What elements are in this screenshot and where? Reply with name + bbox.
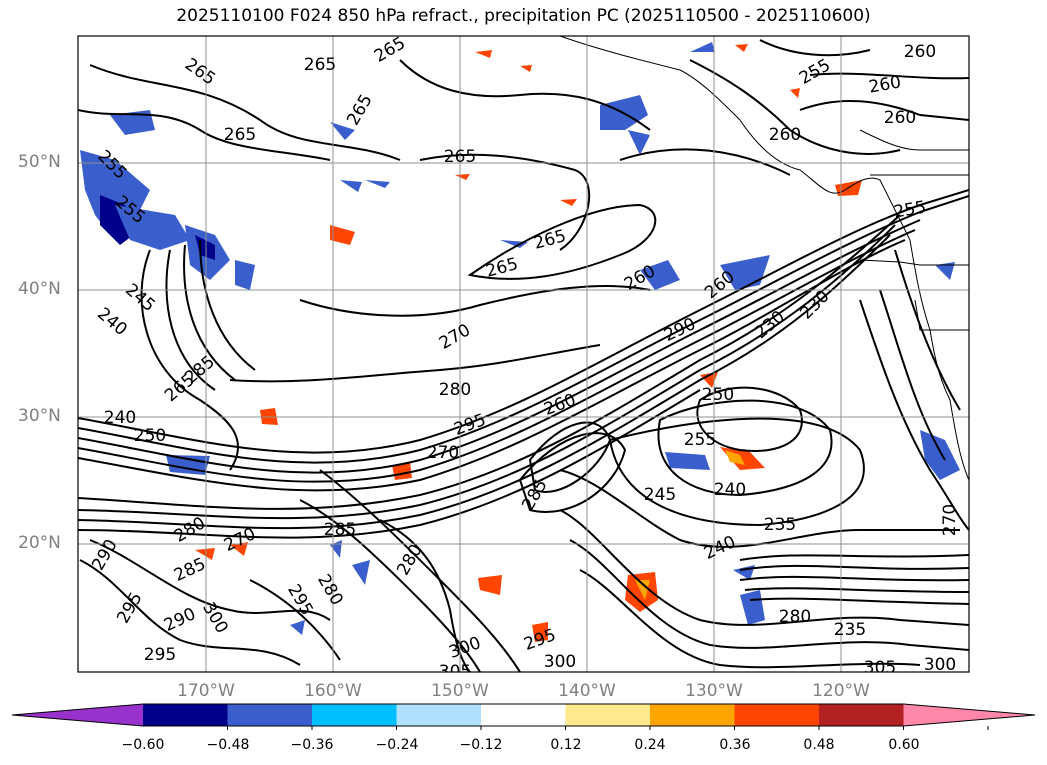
contour-label: 255	[684, 430, 716, 450]
lat-label-50n: 50°N	[18, 152, 61, 172]
colorbar-segment	[396, 704, 482, 726]
contour-label: 265	[444, 147, 476, 167]
colorbar-segment	[650, 704, 735, 726]
contour-label: 240	[104, 408, 136, 428]
colorbar-outline	[11, 703, 1036, 727]
contour-label: 250	[702, 385, 734, 405]
contour-label: 250	[134, 426, 166, 446]
lon-label-150w: 150°W	[431, 681, 489, 701]
colorbar-tick: −0.48	[206, 737, 250, 753]
contour-label: 280	[779, 607, 811, 627]
contour-label: 260	[769, 125, 801, 145]
lat-label-20n: 20°N	[18, 533, 61, 553]
colorbar-tick: 0.24	[634, 737, 666, 753]
contour-label: 305	[439, 662, 471, 682]
colorbar-tick: −0.36	[290, 737, 334, 753]
contour-label: 300	[924, 655, 956, 675]
lat-label-40n: 40°N	[18, 279, 61, 299]
refractivity-contours	[78, 39, 969, 672]
colorbar-tick: −0.24	[375, 737, 419, 753]
lon-label-140w: 140°W	[558, 681, 616, 701]
graticule	[78, 36, 969, 672]
colorbar-tick: 0.36	[719, 737, 751, 753]
contour-label: 240	[714, 480, 746, 500]
contour-label: 300	[544, 652, 576, 672]
contour-label: 295	[144, 645, 176, 665]
colorbar-extend-high	[903, 704, 1035, 726]
colorbar	[11, 703, 1036, 730]
contour-label: 265	[224, 125, 256, 145]
lon-label-170w: 170°W	[177, 681, 235, 701]
contour-label: 235	[764, 515, 796, 535]
colorbar-segment	[481, 704, 566, 726]
lat-label-30n: 30°N	[18, 406, 61, 426]
map-frame	[77, 35, 970, 673]
contour-label: 270	[940, 504, 960, 536]
contour-label: 265	[304, 55, 336, 75]
colorbar-segment	[734, 704, 820, 726]
colorbar-extend-low	[12, 704, 143, 726]
chart-title: 2025110100 F024 850 hPa refract., precip…	[176, 6, 871, 26]
colorbar-tick: 0.12	[550, 737, 582, 753]
colorbar-segment	[312, 704, 397, 726]
contour-label: 285	[324, 520, 356, 540]
lon-label-160w: 160°W	[304, 681, 362, 701]
colorbar-tick: −0.12	[459, 737, 503, 753]
colorbar-segment	[143, 704, 228, 726]
lon-label-120w: 120°W	[812, 681, 870, 701]
colorbar-tick: 0.48	[803, 737, 835, 753]
contour-label: 305	[864, 658, 896, 678]
contour-label: 235	[834, 620, 866, 640]
contour-label: 260	[884, 108, 916, 128]
colorbar-tick: −0.60	[121, 737, 165, 753]
contour-label: 280	[439, 380, 471, 400]
coastlines	[559, 36, 969, 481]
colorbar-segment	[227, 704, 313, 726]
lon-label-130w: 130°W	[685, 681, 743, 701]
contour-label: 270	[427, 443, 459, 463]
colorbar-tick: 0.60	[888, 737, 920, 753]
contour-label: 245	[644, 485, 676, 505]
colorbar-segment	[819, 704, 904, 726]
contour-label: 260	[904, 42, 936, 62]
colorbar-segment	[565, 704, 651, 726]
